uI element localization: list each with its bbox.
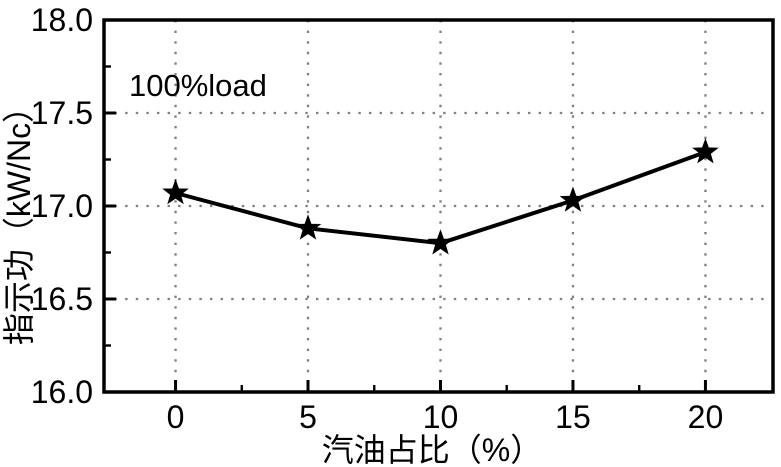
data-point-star [692,138,719,164]
y-tick-label: 16.5 [31,281,93,317]
y-tick-label: 17.5 [31,95,93,131]
y-tick-label: 16.0 [31,374,93,410]
y-tick-label: 17.0 [31,188,93,224]
y-tick-label: 18.0 [31,2,93,38]
x-tick-label: 5 [299,399,317,435]
data-point-star [294,214,322,240]
annotation-load: 100%load [129,68,267,103]
data-series [162,138,719,255]
x-tick-label: 15 [555,399,591,435]
x-axis-title: 汽油占比（%） [322,432,542,467]
data-point-star [427,229,454,255]
x-tick-label: 10 [423,399,459,435]
x-tick-label: 20 [688,399,724,435]
plot-frame [102,18,775,394]
tick-labels: 16.0 16.5 17.0 17.5 18.0 0 5 10 15 20 [31,2,724,435]
data-point-star [559,186,587,212]
x-tick-label: 0 [167,399,185,435]
y-axis-title: 指示功（kW/Nc） [1,91,37,345]
data-point-star [162,178,189,205]
